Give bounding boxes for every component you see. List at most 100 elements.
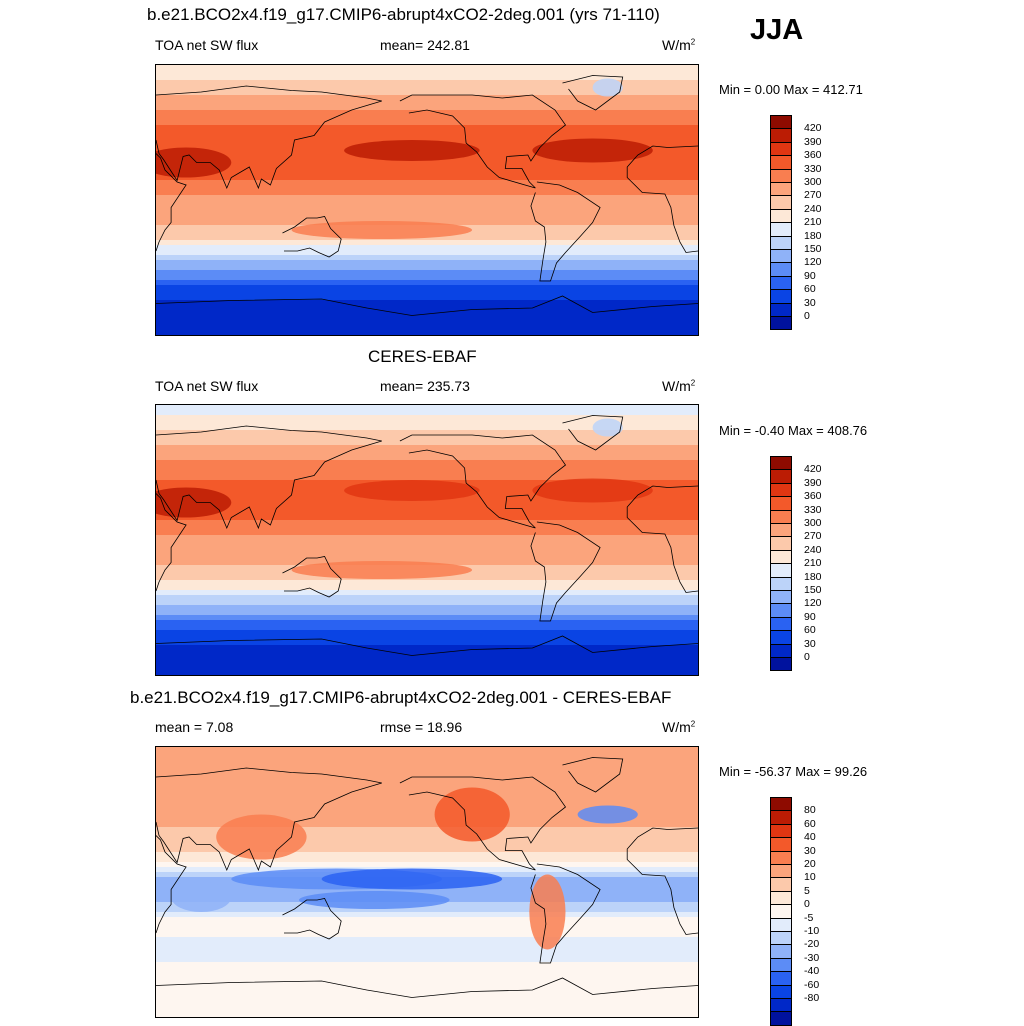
zonal-band: [156, 812, 698, 818]
zonal-band: [156, 465, 698, 471]
zonal-band: [156, 235, 698, 241]
zonal-band: [156, 315, 698, 321]
colorbar-swatch: [770, 128, 792, 143]
colorbar-label: 0: [804, 651, 810, 663]
regional-anomaly: [156, 147, 232, 178]
panel3-map: [155, 746, 699, 1018]
zonal-band: [156, 942, 698, 948]
regional-anomaly: [171, 882, 232, 912]
zonal-band: [156, 670, 698, 675]
panel1-units-base: W/m: [662, 37, 691, 53]
colorbar-swatch: [770, 168, 792, 183]
colorbar-label: 420: [804, 122, 822, 135]
zonal-band: [156, 70, 698, 76]
colorbar-swatch: [770, 235, 792, 250]
zonal-band: [156, 75, 698, 81]
zonal-band: [156, 650, 698, 656]
regional-anomaly: [291, 221, 473, 239]
zonal-band: [156, 255, 698, 261]
colorbar-swatch: [770, 496, 792, 511]
zonal-band: [156, 640, 698, 646]
zonal-band: [156, 100, 698, 106]
panel1-units: W/m2: [662, 37, 695, 53]
zonal-band: [156, 175, 698, 181]
zonal-band: [156, 500, 698, 506]
colorbar-label: 120: [804, 256, 822, 269]
colorbar-label: 300: [804, 176, 822, 188]
zonal-band: [156, 310, 698, 316]
colorbar-swatch: [770, 810, 792, 825]
colorbar-swatch: [770, 957, 792, 973]
colorbar-swatch: [770, 630, 792, 645]
colorbar-swatch: [770, 509, 792, 524]
zonal-band: [156, 887, 698, 893]
zonal-band: [156, 245, 698, 251]
zonal-band: [156, 550, 698, 556]
zonal-band: [156, 270, 698, 276]
antarctica-outline: [156, 977, 698, 998]
panel1-units-sup: 2: [690, 37, 696, 47]
zonal-band: [156, 580, 698, 586]
zonal-band: [156, 275, 698, 281]
colorbar-label: -60: [804, 978, 820, 991]
colorbar-swatch: [770, 456, 792, 471]
zonal-band: [156, 767, 698, 773]
season-label: JJA: [750, 14, 804, 46]
zonal-band: [156, 590, 698, 596]
zonal-band: [156, 555, 698, 561]
zonal-band: [156, 585, 698, 591]
zonal-band: [156, 777, 698, 783]
colorbar-swatch: [770, 657, 792, 672]
zonal-band: [156, 130, 698, 136]
eurasia-outline: [156, 85, 382, 190]
colorbar-label: 390: [804, 135, 822, 148]
south-america-outline: [530, 181, 601, 282]
colorbar-swatch: [770, 616, 792, 632]
zonal-band: [156, 605, 698, 611]
colorbar-label: -30: [804, 951, 820, 964]
zonal-band: [156, 160, 698, 166]
zonal-band: [156, 842, 698, 848]
regional-anomaly: [577, 805, 638, 824]
colorbar-swatch: [770, 469, 792, 484]
colorbar-label: 150: [804, 243, 822, 255]
regional-anomaly: [592, 78, 623, 97]
zonal-band: [156, 445, 698, 451]
zonal-band: [156, 575, 698, 581]
africa-east-outline: [156, 835, 187, 934]
zonal-band: [156, 927, 698, 933]
colorbar-label: 20: [804, 858, 816, 870]
zonal-band: [156, 620, 698, 626]
africa-east-outline: [156, 153, 187, 252]
zonal-band: [156, 410, 698, 416]
colorbar-label: 10: [804, 871, 816, 884]
zonal-band: [156, 782, 698, 788]
colorbar-swatch: [770, 643, 792, 658]
colorbar-label: 30: [804, 637, 816, 650]
colorbar-label: 90: [804, 269, 816, 282]
zonal-band: [156, 460, 698, 466]
colorbar-label: 270: [804, 189, 822, 202]
zonal-band: [156, 525, 698, 531]
zonal-band: [156, 180, 698, 186]
greenland-outline: [562, 75, 624, 111]
colorbar-swatch: [770, 984, 792, 999]
panel1-map: [155, 64, 699, 336]
colorbar-label: 80: [804, 804, 816, 817]
colorbar-swatch: [770, 482, 792, 498]
zonal-band: [156, 595, 698, 601]
zonal-band: [156, 545, 698, 551]
regional-anomaly: [529, 874, 566, 950]
regional-anomaly: [299, 891, 450, 909]
colorbar-label: 360: [804, 490, 822, 503]
zonal-band: [156, 265, 698, 271]
zonal-band: [156, 857, 698, 863]
regional-anomaly: [291, 561, 473, 579]
zonal-band: [156, 85, 698, 91]
colorbar-label: 40: [804, 831, 816, 844]
zonal-band: [156, 987, 698, 993]
colorbar-label: -10: [804, 925, 820, 937]
zonal-band: [156, 285, 698, 291]
zonal-band: [156, 747, 698, 753]
south-america-outline: [530, 521, 601, 622]
